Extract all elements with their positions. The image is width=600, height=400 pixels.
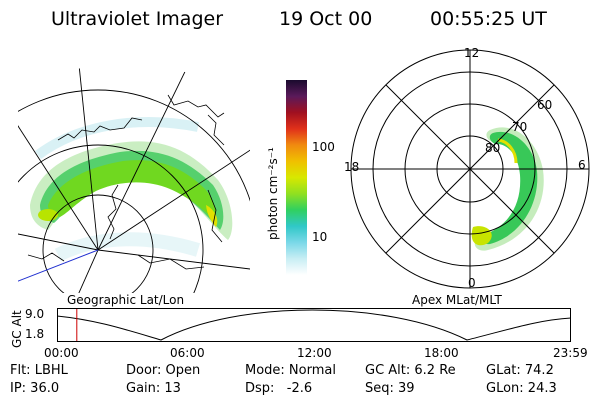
colorbar-tick-100: 100 [312, 140, 335, 154]
altitude-tick-1-8: 1.8 [25, 327, 45, 341]
time-tick-1800: 18:00 [424, 346, 459, 360]
orbit-altitude-curve [57, 309, 571, 341]
altitude-tick-9: 9.0 [25, 307, 45, 321]
coastlines [27, 94, 225, 270]
polar-mlat-mlt-plot [350, 49, 590, 289]
geo-panel-label: Geographic Lat/Lon [67, 293, 185, 307]
gc-alt-readout: GC Alt: 6.2 Re [365, 363, 456, 378]
mode-readout: Mode: Normal [245, 363, 336, 378]
auroral-emission-geo [30, 117, 233, 262]
mlt-label-18: 18 [344, 160, 360, 174]
time-tick-1200: 12:00 [297, 346, 332, 360]
colorbar-unit-label: photon cm⁻²s⁻¹ [266, 147, 280, 240]
time-tick-2359: 23:59 [553, 346, 588, 360]
mlat-label-70: 70 [512, 120, 528, 134]
polar-grid [350, 49, 590, 289]
mlt-label-0: 0 [468, 276, 476, 290]
colorbar-tick-10: 10 [312, 230, 328, 244]
mlt-label-6: 6 [578, 158, 586, 172]
filter-readout: Flt: LBHL [10, 363, 68, 378]
altitude-axis-label: GC Alt [10, 310, 24, 348]
instrument-title: Ultraviolet Imager [51, 8, 224, 30]
polar-panel-label: Apex MLat/MLT [412, 293, 502, 307]
altitude-timeline [57, 308, 571, 342]
time-tick-0600: 06:00 [170, 346, 205, 360]
auroral-emission-polar [471, 127, 544, 251]
colorbar-gradient [286, 80, 307, 275]
ip-readout: IP: 36.0 [10, 381, 60, 396]
gain-readout: Gain: 13 [126, 381, 181, 396]
mlt-label-12: 12 [464, 46, 480, 60]
geographic-graticule [18, 62, 250, 293]
geographic-map [18, 62, 250, 293]
observation-time: 00:55:25 UT [430, 8, 547, 30]
mlat-label-60: 60 [537, 98, 553, 112]
door-readout: Door: Open [126, 363, 201, 378]
glat-readout: GLat: 74.2 [486, 363, 554, 378]
colorbar [286, 80, 307, 275]
observation-date: 19 Oct 00 [279, 8, 373, 30]
seq-readout: Seq: 39 [365, 381, 415, 396]
timeline-frame [57, 308, 571, 342]
mlat-label-80: 80 [485, 141, 501, 155]
terminator-line [18, 249, 99, 286]
dsp-readout: Dsp: -2.6 [245, 381, 313, 396]
time-tick-0000: 00:00 [44, 346, 79, 360]
glon-readout: GLon: 24.3 [486, 381, 557, 396]
